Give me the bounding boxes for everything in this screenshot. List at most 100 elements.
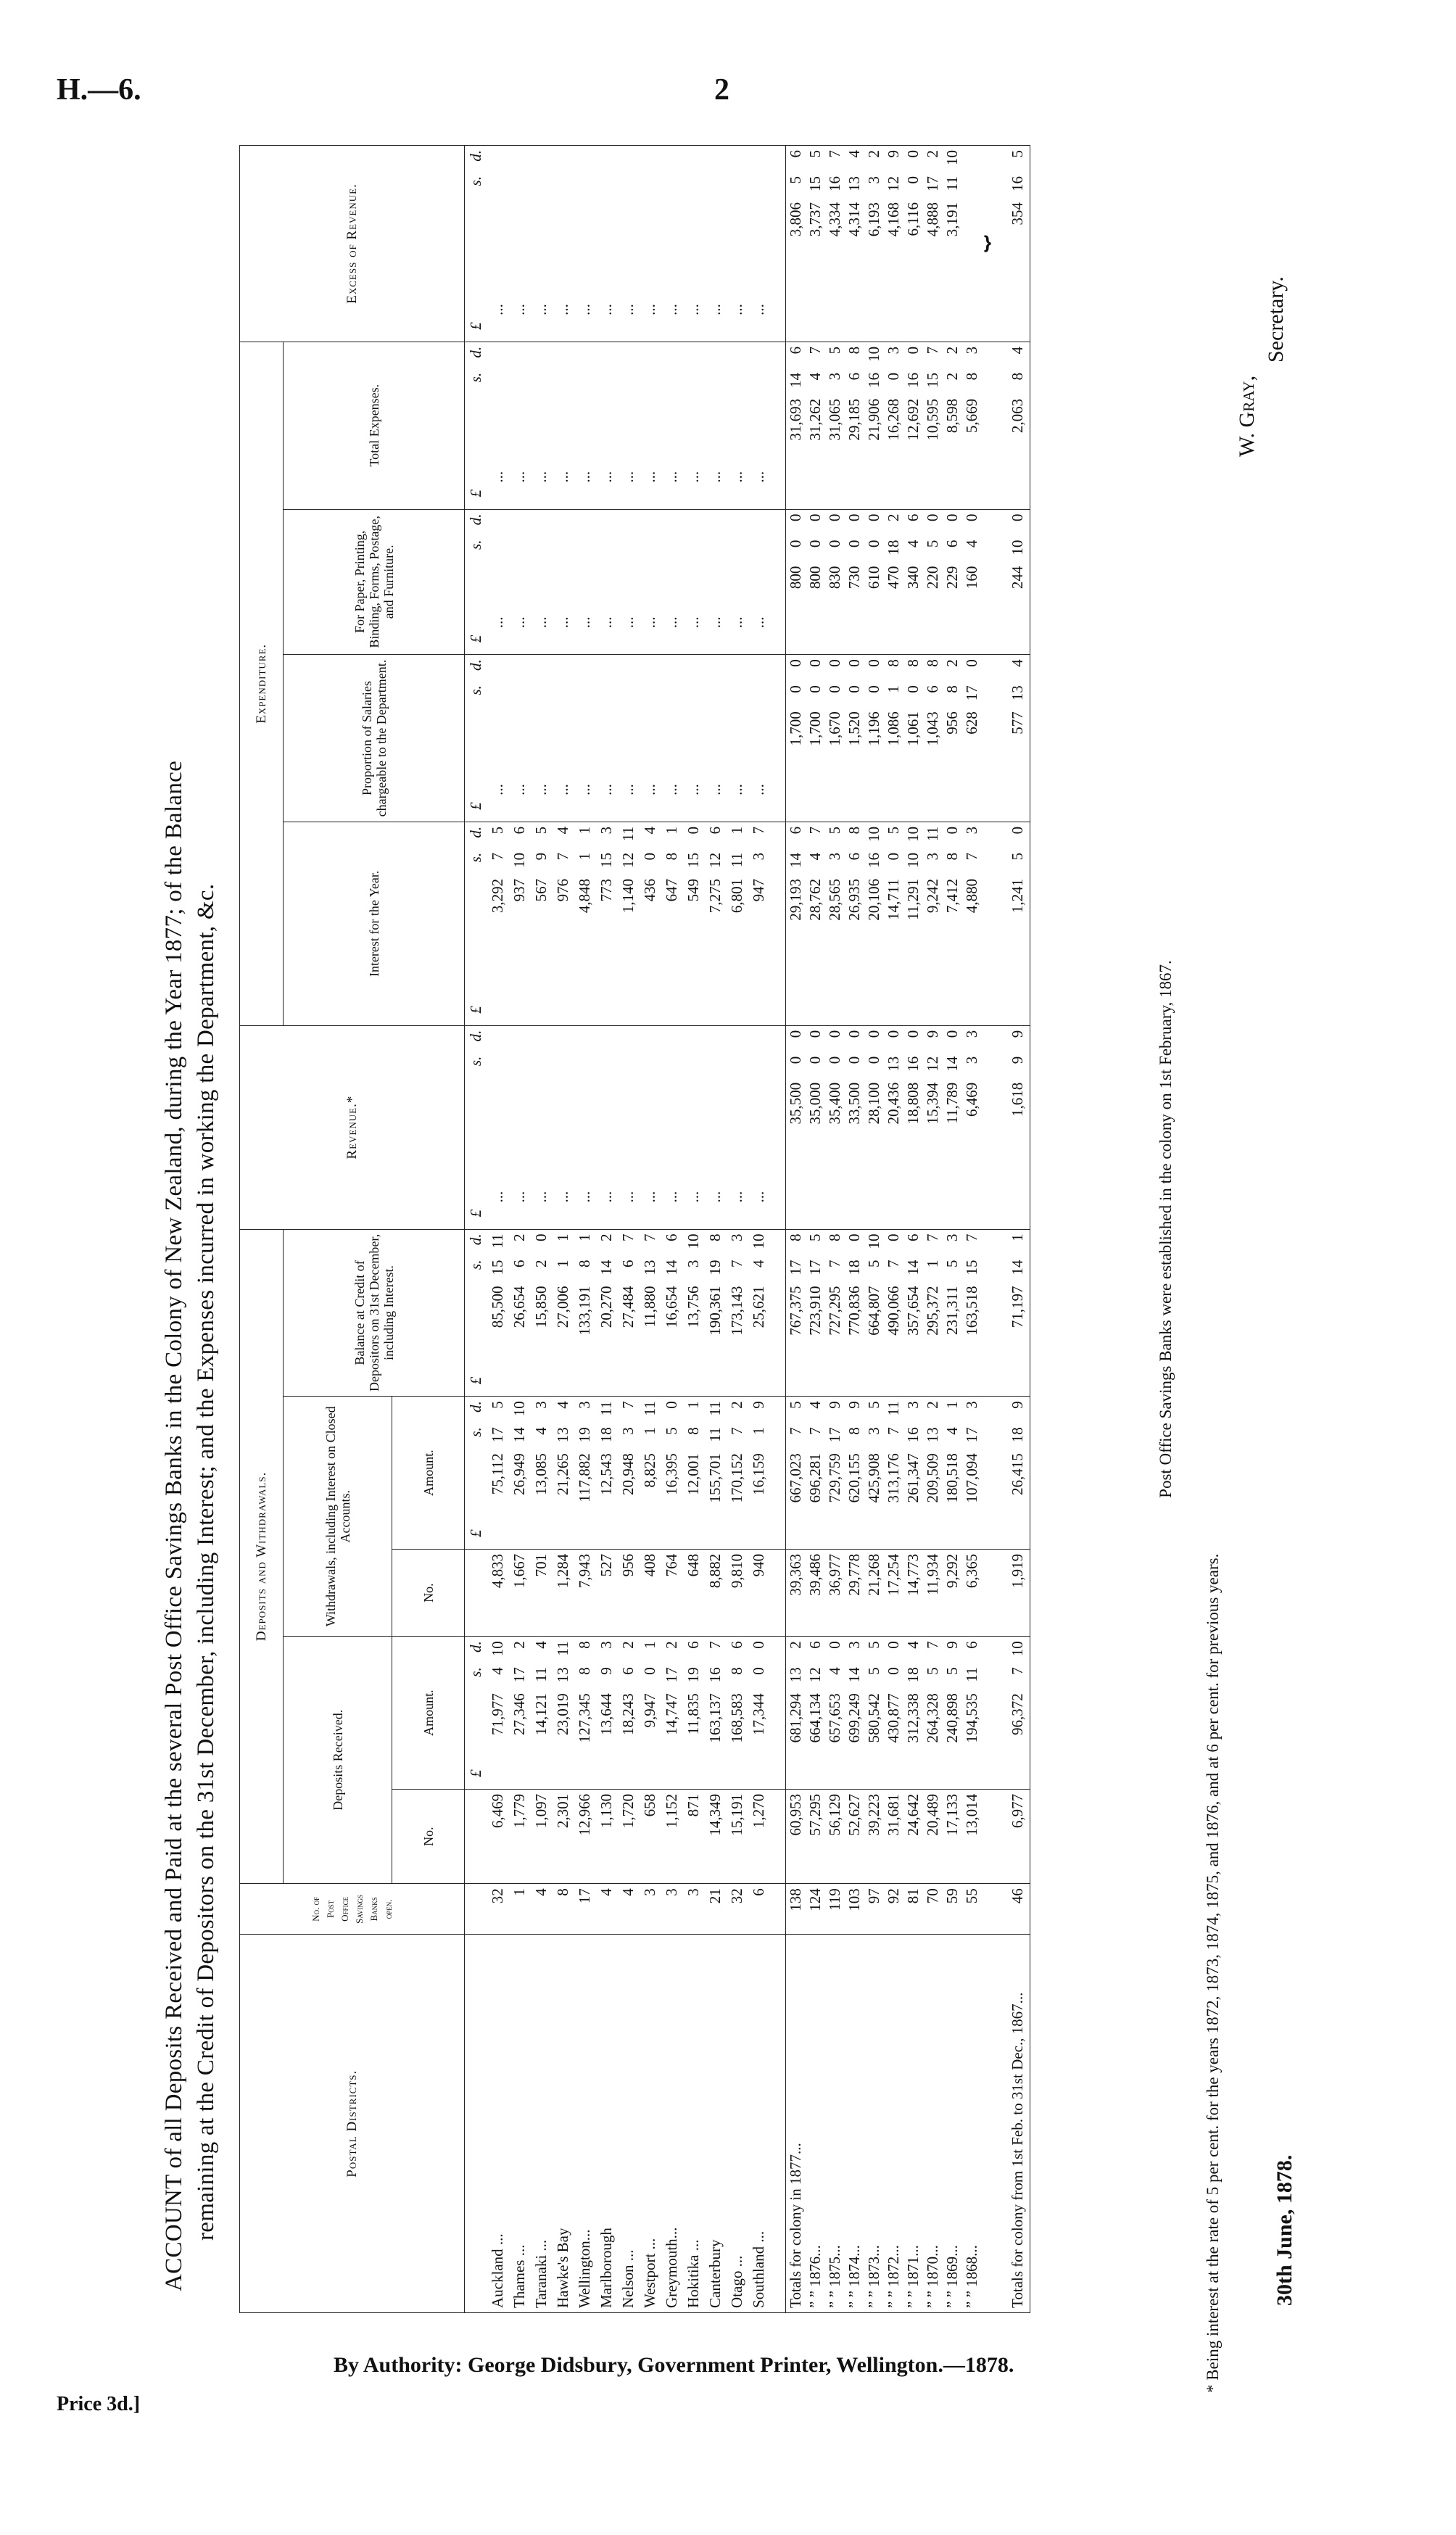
- pence: 11: [619, 826, 637, 842]
- value: 17,254: [885, 1553, 902, 1596]
- pence: 8: [845, 826, 863, 835]
- unit-shillings: s.: [466, 1260, 484, 1270]
- pence: 6: [706, 826, 724, 835]
- cell-interest: 567 9 5: [530, 822, 552, 1026]
- cell-balance: 490,066 7 0: [884, 1229, 903, 1397]
- pence: 9: [1009, 1030, 1026, 1038]
- pounds: 26,949: [510, 1453, 528, 1496]
- value: 3: [640, 1888, 658, 1896]
- shillings: 17: [662, 1667, 680, 1683]
- spacer-cell: [769, 654, 786, 822]
- pounds: 33,500: [845, 1082, 863, 1125]
- cell-salaries: ...: [595, 654, 617, 822]
- cell-wd-amt: 21,265 13 4: [552, 1396, 574, 1550]
- unit-pounds: £: [466, 1529, 484, 1537]
- empty-marker: ...: [597, 1191, 615, 1203]
- pence: 6: [787, 826, 804, 835]
- header-postal-districts: Postal Districts.: [239, 1934, 465, 2313]
- cell-excess: ...: [508, 145, 530, 342]
- cell-total: ...: [661, 342, 682, 510]
- empty-marker: ...: [553, 1191, 571, 1203]
- cell-dep-no: 1,779: [508, 1789, 530, 1884]
- empty-marker: ...: [619, 304, 637, 315]
- value: 97: [865, 1888, 882, 1904]
- cell-balance: 20,270 14 2: [595, 1229, 617, 1397]
- pounds: 13,085: [531, 1453, 550, 1496]
- value: 24,642: [904, 1793, 922, 1836]
- pounds: 9,947: [640, 1693, 658, 1728]
- shillings: 4: [826, 1667, 843, 1675]
- row-label-text: Thames ...: [510, 2244, 528, 2308]
- value: 81: [904, 1888, 922, 1904]
- header-deposits-received: Deposits Received.: [283, 1636, 392, 1884]
- value: 21,268: [865, 1553, 882, 1596]
- row-label-text: Marlborough: [597, 2228, 615, 2308]
- district-row: Marlborough 4 1,130 13,644 9 3 527 12,543 18 11 20…: [595, 145, 617, 2313]
- pounds: 976: [553, 878, 571, 902]
- pence: 3: [963, 346, 980, 355]
- cell-interest: 549 15 0: [682, 822, 704, 1026]
- empty-marker: ...: [749, 616, 767, 629]
- shillings: 1: [885, 685, 902, 693]
- cell-balance: 295,372 1 7: [923, 1229, 943, 1397]
- cell-paper: ...: [508, 509, 530, 655]
- pence: 0: [845, 659, 863, 667]
- cell-wd-no: 14,773: [903, 1549, 923, 1637]
- cell-revenue: ...: [552, 1025, 574, 1230]
- printer-imprint: By Authority: George Didsbury, Governmen…: [334, 2353, 1014, 2377]
- shillings: 10: [904, 852, 922, 868]
- cell-po: 21: [704, 1883, 726, 1935]
- cell-revenue: ...: [530, 1025, 552, 1230]
- pounds: 27,484: [619, 1286, 637, 1328]
- row-label: ” ” 1874...: [845, 1934, 864, 2313]
- pence: 10: [684, 1233, 702, 1249]
- cell-dep-amt: 23,019 13 11: [552, 1636, 574, 1790]
- empty-marker: ...: [640, 1191, 658, 1203]
- cell-excess: ...: [552, 145, 574, 342]
- pounds: 664,134: [806, 1693, 824, 1743]
- shillings: 0: [806, 539, 824, 548]
- spacer-cell: [769, 1636, 786, 1790]
- totals-row: Totals for colony in 1877... 138 60,953 681…: [785, 145, 806, 2313]
- value: 46: [1009, 1888, 1026, 1904]
- units-cell: £ s. d.: [464, 822, 487, 1026]
- cell-balance: 727,295 7 8: [825, 1229, 845, 1397]
- row-label-text: Auckland ...: [488, 2233, 506, 2308]
- pence: 9: [845, 1401, 863, 1409]
- shillings: 13: [787, 1667, 804, 1683]
- value: 70: [924, 1888, 941, 1904]
- row-label: ” ” 1870...: [923, 1934, 943, 2313]
- pence: 3: [943, 1233, 961, 1242]
- row-label: Wellington...: [574, 1934, 595, 2313]
- shillings: 2: [943, 372, 961, 381]
- table-body: £ s. d. £ s. d. £ s. d. £ s. d. £ s. d. £ s. d. £ s. d. £ s. d.…: [464, 145, 1030, 2313]
- cell-total: ...: [530, 342, 552, 510]
- shillings: 7: [727, 1427, 745, 1435]
- pence: 5: [787, 1401, 804, 1409]
- shillings: 14: [845, 1667, 863, 1683]
- empty-marker: ...: [749, 1191, 767, 1203]
- pence: 3: [845, 1641, 863, 1649]
- cell-interest: 4,880 7 3: [962, 822, 982, 1026]
- totals-row: ” ” 1870... 70 20,489 264,328 5 7 11,934 209,50…: [923, 145, 943, 2313]
- row-label-text: Canterbury: [706, 2239, 724, 2308]
- pounds: 664,807: [865, 1286, 882, 1336]
- row-label-text: Totals for colony in 1877...: [787, 2143, 804, 2308]
- shillings: 12: [706, 852, 724, 868]
- empty-marker: ...: [684, 304, 702, 315]
- pence: 10: [488, 1641, 506, 1657]
- cell-total: 8,598 2 2: [943, 342, 962, 510]
- pence: 9: [826, 1401, 843, 1409]
- pence: 1: [640, 1641, 658, 1649]
- unit-shillings: s.: [466, 539, 484, 550]
- value: 871: [684, 1793, 702, 1817]
- value: 940: [749, 1553, 767, 1577]
- value: 11,934: [924, 1553, 941, 1595]
- shillings: 7: [806, 1427, 824, 1435]
- header-deposits-amount: Amount.: [392, 1636, 465, 1790]
- row-label: Hokitika ...: [682, 1934, 704, 2313]
- value: 764: [662, 1553, 680, 1577]
- shillings: 5: [865, 1260, 882, 1268]
- header-total-expenses: Total Expenses.: [283, 342, 465, 510]
- pounds: 20,948: [619, 1453, 637, 1496]
